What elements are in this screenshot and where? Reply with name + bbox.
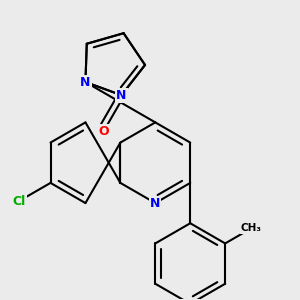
Text: N: N [150, 196, 160, 210]
Text: Cl: Cl [12, 195, 26, 208]
Text: N: N [80, 76, 91, 88]
Text: O: O [98, 125, 109, 138]
Text: CH₃: CH₃ [241, 223, 262, 233]
Text: N: N [116, 89, 127, 102]
